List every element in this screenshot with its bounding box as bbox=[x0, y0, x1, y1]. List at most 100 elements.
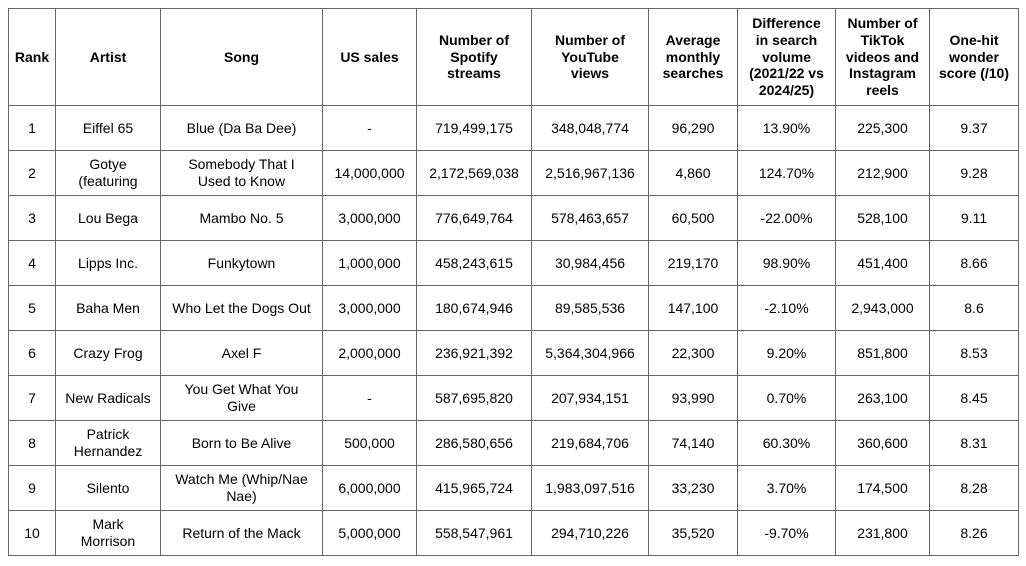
cell-spotify-streams: 587,695,820 bbox=[416, 375, 532, 421]
cell-one-hit-score: 9.28 bbox=[929, 150, 1019, 196]
cell-us-sales: 3,000,000 bbox=[322, 285, 417, 331]
table-row: 2 Gotye (featuring Somebody That I Used to… bbox=[8, 150, 1019, 196]
cell-monthly-searches: 147,100 bbox=[648, 285, 738, 331]
cell-search-volume-diff: 13.90% bbox=[737, 105, 836, 151]
table-row: 9 Silento Watch Me (Whip/Nae Nae) 6,000,000… bbox=[8, 465, 1019, 511]
cell-song: Born to Be Alive bbox=[160, 420, 323, 466]
cell-search-volume-diff: 3.70% bbox=[737, 465, 836, 511]
column-header-search-volume-diff: Difference in search volume (2021/22 vs … bbox=[737, 8, 836, 106]
cell-monthly-searches: 35,520 bbox=[648, 510, 738, 556]
cell-artist: Eiffel 65 bbox=[55, 105, 161, 151]
cell-us-sales: 3,000,000 bbox=[322, 195, 417, 241]
cell-artist: Mark Morrison bbox=[55, 510, 161, 556]
cell-one-hit-score: 8.28 bbox=[929, 465, 1019, 511]
cell-song: Return of the Mack bbox=[160, 510, 323, 556]
cell-rank: 5 bbox=[8, 285, 56, 331]
column-header-artist: Artist bbox=[55, 8, 161, 106]
cell-us-sales: 14,000,000 bbox=[322, 150, 417, 196]
column-header-spotify-streams: Number of Spotify streams bbox=[416, 8, 532, 106]
column-header-rank: Rank bbox=[8, 8, 56, 106]
cell-artist: Baha Men bbox=[55, 285, 161, 331]
cell-spotify-streams: 236,921,392 bbox=[416, 330, 532, 376]
cell-monthly-searches: 93,990 bbox=[648, 375, 738, 421]
cell-us-sales: 1,000,000 bbox=[322, 240, 417, 286]
cell-artist: Patrick Hernandez bbox=[55, 420, 161, 466]
cell-spotify-streams: 415,965,724 bbox=[416, 465, 532, 511]
cell-rank: 8 bbox=[8, 420, 56, 466]
cell-spotify-streams: 558,547,961 bbox=[416, 510, 532, 556]
cell-monthly-searches: 96,290 bbox=[648, 105, 738, 151]
cell-song: Axel F bbox=[160, 330, 323, 376]
column-header-song: Song bbox=[160, 8, 323, 106]
cell-song: Who Let the Dogs Out bbox=[160, 285, 323, 331]
header-row: Rank Artist Song US sales Number of Spotify … bbox=[8, 8, 1019, 106]
cell-one-hit-score: 8.31 bbox=[929, 420, 1019, 466]
cell-monthly-searches: 22,300 bbox=[648, 330, 738, 376]
cell-song: Funkytown bbox=[160, 240, 323, 286]
cell-artist: Lou Bega bbox=[55, 195, 161, 241]
cell-search-volume-diff: 9.20% bbox=[737, 330, 836, 376]
column-header-us-sales: US sales bbox=[322, 8, 417, 106]
cell-monthly-searches: 219,170 bbox=[648, 240, 738, 286]
cell-one-hit-score: 9.11 bbox=[929, 195, 1019, 241]
cell-us-sales: - bbox=[322, 375, 417, 421]
cell-youtube-views: 294,710,226 bbox=[531, 510, 649, 556]
cell-tiktok-instagram-count: 451,400 bbox=[835, 240, 930, 286]
column-header-tiktok-instagram-count: Number of TikTok videos and Instagram re… bbox=[835, 8, 930, 106]
cell-artist: New Radicals bbox=[55, 375, 161, 421]
cell-search-volume-diff: -22.00% bbox=[737, 195, 836, 241]
cell-youtube-views: 89,585,536 bbox=[531, 285, 649, 331]
cell-rank: 9 bbox=[8, 465, 56, 511]
cell-youtube-views: 207,934,151 bbox=[531, 375, 649, 421]
cell-tiktok-instagram-count: 263,100 bbox=[835, 375, 930, 421]
cell-rank: 1 bbox=[8, 105, 56, 151]
cell-one-hit-score: 8.6 bbox=[929, 285, 1019, 331]
table-body: 1 Eiffel 65 Blue (Da Ba Dee) -719,499,175 34… bbox=[8, 105, 1019, 556]
cell-us-sales: 2,000,000 bbox=[322, 330, 417, 376]
cell-search-volume-diff: 60.30% bbox=[737, 420, 836, 466]
cell-youtube-views: 578,463,657 bbox=[531, 195, 649, 241]
cell-monthly-searches: 33,230 bbox=[648, 465, 738, 511]
cell-tiktok-instagram-count: 174,500 bbox=[835, 465, 930, 511]
table-row: 7 New Radicals You Get What You Give -587,6… bbox=[8, 375, 1019, 421]
cell-song: You Get What You Give bbox=[160, 375, 323, 421]
cell-one-hit-score: 9.37 bbox=[929, 105, 1019, 151]
column-header-monthly-searches: Average monthly searches bbox=[648, 8, 738, 106]
table-row: 3 Lou Bega Mambo No. 5 3,000,000 776,649,764… bbox=[8, 195, 1019, 241]
cell-spotify-streams: 180,674,946 bbox=[416, 285, 532, 331]
cell-search-volume-diff: 0.70% bbox=[737, 375, 836, 421]
cell-rank: 6 bbox=[8, 330, 56, 376]
cell-artist: Silento bbox=[55, 465, 161, 511]
cell-spotify-streams: 719,499,175 bbox=[416, 105, 532, 151]
cell-monthly-searches: 60,500 bbox=[648, 195, 738, 241]
table-row: 10 Mark Morrison Return of the Mack 5,000,0… bbox=[8, 510, 1019, 556]
cell-one-hit-score: 8.45 bbox=[929, 375, 1019, 421]
cell-search-volume-diff: 98.90% bbox=[737, 240, 836, 286]
cell-youtube-views: 5,364,304,966 bbox=[531, 330, 649, 376]
cell-rank: 7 bbox=[8, 375, 56, 421]
cell-rank: 2 bbox=[8, 150, 56, 196]
cell-rank: 3 bbox=[8, 195, 56, 241]
cell-song: Mambo No. 5 bbox=[160, 195, 323, 241]
cell-youtube-views: 1,983,097,516 bbox=[531, 465, 649, 511]
cell-tiktok-instagram-count: 212,900 bbox=[835, 150, 930, 196]
cell-us-sales: 5,000,000 bbox=[322, 510, 417, 556]
cell-us-sales: - bbox=[322, 105, 417, 151]
cell-spotify-streams: 286,580,656 bbox=[416, 420, 532, 466]
cell-monthly-searches: 4,860 bbox=[648, 150, 738, 196]
cell-one-hit-score: 8.53 bbox=[929, 330, 1019, 376]
cell-rank: 10 bbox=[8, 510, 56, 556]
cell-youtube-views: 2,516,967,136 bbox=[531, 150, 649, 196]
cell-song: Somebody That I Used to Know bbox=[160, 150, 323, 196]
cell-search-volume-diff: 124.70% bbox=[737, 150, 836, 196]
cell-youtube-views: 219,684,706 bbox=[531, 420, 649, 466]
cell-tiktok-instagram-count: 360,600 bbox=[835, 420, 930, 466]
cell-artist: Crazy Frog bbox=[55, 330, 161, 376]
cell-one-hit-score: 8.26 bbox=[929, 510, 1019, 556]
column-header-youtube-views: Number of YouTube views bbox=[531, 8, 649, 106]
cell-tiktok-instagram-count: 851,800 bbox=[835, 330, 930, 376]
column-header-one-hit-score: One-hit wonder score (/10) bbox=[929, 8, 1019, 106]
cell-song: Blue (Da Ba Dee) bbox=[160, 105, 323, 151]
cell-search-volume-diff: -2.10% bbox=[737, 285, 836, 331]
table-row: 6 Crazy Frog Axel F 2,000,000 236,921,392 5,3… bbox=[8, 330, 1019, 376]
